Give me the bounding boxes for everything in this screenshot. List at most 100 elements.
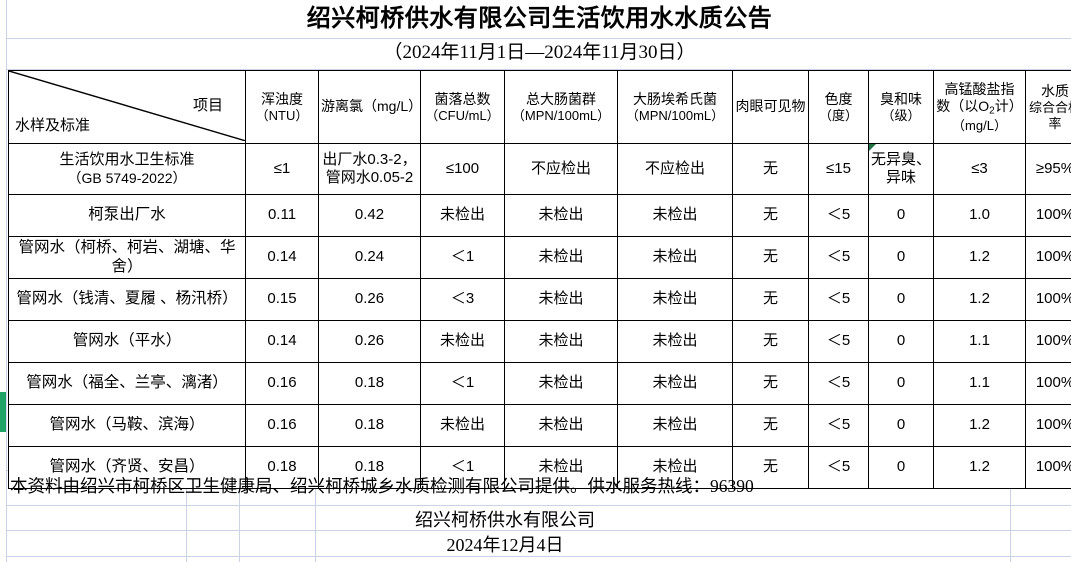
standard-code: （GB 5749-2022）: [67, 169, 187, 186]
cell-pass-rate: 100%: [1025, 446, 1071, 489]
cell-permanganate-index: 1.1: [933, 362, 1026, 405]
cell-odor-taste: 0: [868, 362, 934, 405]
cell-visible-matter: 无: [732, 320, 809, 363]
standard-chlorine-network: 管网水0.05-2: [325, 169, 414, 186]
column-header-colony-count: 菌落总数 （CFU/mL）: [420, 70, 505, 144]
column-header-odor-taste: 臭和味 （级）: [868, 70, 934, 144]
standard-odor-line1: 无异臭、: [871, 150, 932, 168]
standard-cell-chroma: ≤15: [808, 143, 869, 195]
title-block: 绍兴柯桥供水有限公司生活饮用水水质公告 （2024年11月1日—2024年11月…: [8, 0, 1071, 68]
column-header-ecoli: 大肠埃希氏菌 （MPN/100mL）: [617, 70, 733, 144]
row-label: 管网水（福全、兰亭、漓渚）: [8, 362, 246, 405]
cell-odor-taste: 0: [868, 404, 934, 447]
standard-odor-line2: 异味: [885, 169, 916, 186]
cell-chroma: ＜5: [808, 362, 869, 405]
diagonal-divider-icon: [9, 71, 245, 141]
water-quality-table: 水样及标准 项目 浑浊度 （NTU） 游离氯（mg/L） 菌落总数 （CFU/m…: [8, 70, 1071, 489]
cell-turbidity: 0.18: [245, 446, 319, 489]
column-header-unit: 综合合格率: [1028, 99, 1071, 131]
cell-turbidity: 0.16: [245, 404, 319, 447]
standard-cell-free-chlorine: 出厂水0.3-2， 管网水0.05-2: [318, 143, 421, 195]
column-header-name: 高锰酸盐指 数（以O2计）: [936, 80, 1023, 117]
row-selection-indicator: [0, 392, 6, 432]
cell-visible-matter: 无: [732, 446, 809, 489]
page-subtitle: （2024年11月1日—2024年11月30日）: [383, 42, 696, 63]
standard-cell-colony-count: ≤100: [420, 143, 505, 195]
cell-total-coliform: 未检出: [504, 446, 618, 489]
cell-ecoli: 未检出: [617, 194, 733, 237]
standard-cell-permanganate-index: ≤3: [933, 143, 1026, 195]
column-header-name: 总大肠菌群: [526, 90, 596, 107]
row-label: 管网水（马鞍、滨海）: [8, 404, 246, 447]
row-label: 管网水（平水）: [8, 320, 246, 363]
cell-chroma: ＜5: [808, 446, 869, 489]
cell-free-chlorine: 0.24: [318, 236, 421, 279]
cell-turbidity: 0.14: [245, 320, 319, 363]
column-header-unit: （NTU）: [255, 107, 309, 123]
cell-pass-rate: 100%: [1025, 236, 1071, 279]
column-header-unit: （CFU/mL）: [425, 107, 500, 123]
cell-colony-count: ＜1: [420, 446, 505, 489]
cell-ecoli: 未检出: [617, 236, 733, 279]
cell-visible-matter: 无: [732, 278, 809, 321]
column-header-name: 游离氯（mg/L）: [321, 98, 421, 115]
cell-ecoli: 未检出: [617, 278, 733, 321]
cell-permanganate-index: 1.0: [933, 194, 1026, 237]
column-header-name: 臭和味: [880, 90, 922, 107]
cell-total-coliform: 未检出: [504, 194, 618, 237]
standard-name: 生活饮用水卫生标准: [59, 151, 195, 169]
column-header-turbidity: 浑浊度 （NTU）: [245, 70, 319, 144]
cell-odor-taste: 0: [868, 320, 934, 363]
cell-ecoli: 未检出: [617, 446, 733, 489]
column-header-free-chlorine: 游离氯（mg/L）: [318, 70, 421, 144]
table-row: 柯泵出厂水 0.11 0.42 未检出 未检出 未检出 无 ＜5 0 1.0 1…: [8, 194, 1071, 237]
cell-pass-rate: 100%: [1025, 194, 1071, 237]
cell-total-coliform: 未检出: [504, 320, 618, 363]
cell-pass-rate: 100%: [1025, 404, 1071, 447]
column-header-unit: （MPN/100mL）: [511, 107, 611, 123]
cell-free-chlorine: 0.18: [318, 404, 421, 447]
column-header-total-coliform: 总大肠菌群 （MPN/100mL）: [504, 70, 618, 144]
cell-free-chlorine: 0.42: [318, 194, 421, 237]
column-header-name: 大肠埃希氏菌: [633, 90, 717, 107]
row-header-gutter[interactable]: [0, 0, 7, 562]
cell-chroma: ＜5: [808, 278, 869, 321]
cell-permanganate-index: 1.1: [933, 320, 1026, 363]
app-gridline: [186, 470, 187, 562]
column-header-chroma: 色度 （度）: [808, 70, 869, 144]
app-gridline: [239, 470, 240, 562]
standard-cell-visible-matter: 无: [732, 143, 809, 195]
cell-permanganate-index: 1.2: [933, 404, 1026, 447]
column-header-unit: （MPN/100mL）: [625, 107, 725, 123]
corner-axis-cell: 水样及标准 项目: [8, 70, 246, 144]
row-label: 柯泵出厂水: [8, 194, 246, 237]
cell-ecoli: 未检出: [617, 404, 733, 447]
cell-total-coliform: 未检出: [504, 278, 618, 321]
row-label: 管网水（柯桥、柯岩、湖塘、华舍）: [8, 236, 246, 279]
cell-colony-count: ＜1: [420, 236, 505, 279]
cell-turbidity: 0.15: [245, 278, 319, 321]
column-header-name: 肉眼可见物: [735, 98, 806, 115]
cell-total-coliform: 未检出: [504, 236, 618, 279]
app-gridline: [0, 505, 1071, 506]
cell-chroma: ＜5: [808, 320, 869, 363]
standard-cell-turbidity: ≤1: [245, 143, 319, 195]
column-header-permanganate-index: 高锰酸盐指 数（以O2计） （mg/L）: [933, 70, 1026, 144]
table-row: 管网水（马鞍、滨海） 0.16 0.18 未检出 未检出 未检出 无 ＜5 0 …: [8, 404, 1071, 447]
standard-row-label: 生活饮用水卫生标准 （GB 5749-2022）: [8, 143, 246, 195]
app-gridline: [315, 470, 316, 562]
corner-col-axis-label: 项目: [192, 97, 223, 114]
standard-row: 生活饮用水卫生标准 （GB 5749-2022） ≤1 出厂水0.3-2， 管网…: [8, 143, 1071, 195]
cell-chroma: ＜5: [808, 236, 869, 279]
app-gridline: [0, 556, 1071, 557]
footer-company: 绍兴柯桥供水有限公司: [415, 510, 595, 530]
cell-visible-matter: 无: [732, 194, 809, 237]
column-header-name: 水质: [1041, 82, 1069, 99]
column-header-overall-pass-rate: 水质 综合合格率: [1025, 70, 1071, 144]
cell-free-chlorine: 0.18: [318, 446, 421, 489]
cell-turbidity: 0.16: [245, 362, 319, 405]
column-header-visible-matter: 肉眼可见物: [732, 70, 809, 144]
cell-colony-count: ＜1: [420, 362, 505, 405]
cell-pass-rate: 100%: [1025, 320, 1071, 363]
